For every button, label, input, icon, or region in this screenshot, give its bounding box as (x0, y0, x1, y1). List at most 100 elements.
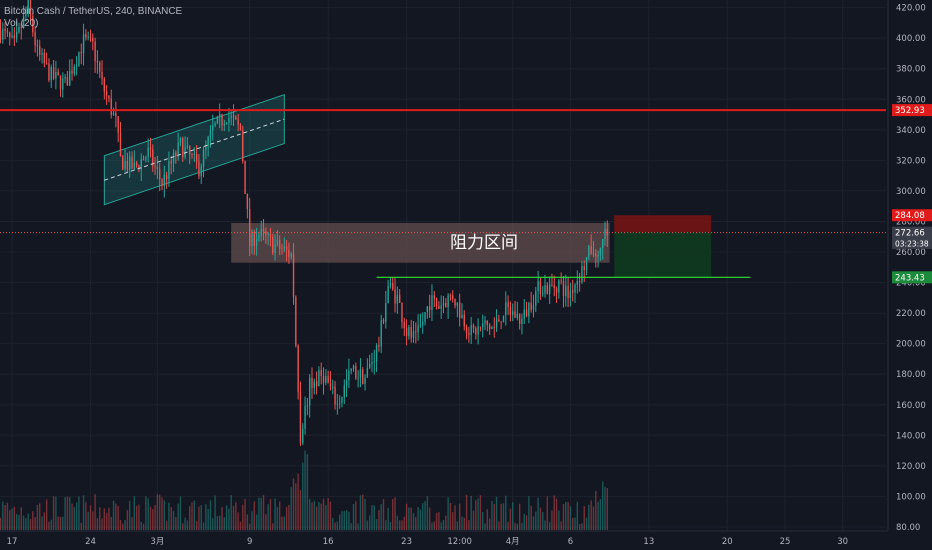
volume-bar (101, 518, 103, 530)
candle-body (539, 280, 542, 294)
volume-bar (260, 497, 262, 530)
candle-body (560, 280, 562, 282)
volume-bar (96, 518, 99, 530)
volume-bar (491, 500, 493, 530)
candle-body (387, 286, 389, 304)
volume-bar (274, 498, 276, 530)
volume-bar (0, 517, 2, 530)
time-tick-label: 9 (247, 537, 252, 547)
volume-bar (92, 511, 94, 530)
volume-bar (551, 510, 553, 530)
symbol-title[interactable]: Bitcoin Cash / TetherUS, 240, BINANCE (4, 6, 183, 17)
volume-bar (22, 515, 25, 530)
candle-body (43, 53, 46, 64)
candle-body (202, 149, 205, 167)
volume-bar (336, 521, 339, 530)
volume-indicator-label[interactable]: Vol (20) (4, 18, 39, 29)
volume-bar (9, 509, 11, 530)
candle-body (82, 34, 85, 54)
candle-body (22, 16, 25, 29)
candle-body (438, 305, 440, 309)
candle-body (89, 36, 92, 38)
volume-bar (170, 507, 172, 530)
volume-bar (248, 523, 251, 530)
volume-bar (2, 501, 4, 530)
candle-body (75, 65, 78, 67)
candle-body (283, 246, 285, 249)
price-tag-bg (892, 209, 932, 222)
volume-bar (419, 509, 422, 530)
candle-body (36, 45, 39, 47)
volume-bar (410, 507, 412, 530)
drawing-lines (0, 109, 886, 278)
volume-bar (322, 498, 325, 530)
candle-body (592, 252, 595, 254)
candle-body (516, 313, 519, 318)
candle-body (71, 70, 73, 74)
candle-body (59, 75, 62, 90)
candle-body (142, 159, 145, 161)
candle-body (590, 245, 592, 253)
candle-body (133, 162, 136, 169)
candle-body (371, 362, 373, 364)
candle-body (548, 284, 551, 294)
price-tick-label: 420.00 (896, 4, 926, 14)
candle-body (426, 306, 429, 313)
volume-bar (82, 495, 85, 530)
volume-bar (426, 496, 429, 530)
candle-body (428, 306, 431, 310)
volume-bar (161, 497, 163, 530)
candle-body (535, 291, 537, 306)
candle-body (55, 71, 57, 79)
volume-bar (546, 496, 549, 530)
volume-bar (318, 501, 320, 530)
volume-bar (514, 522, 516, 530)
candle-body (465, 326, 468, 334)
candle-body (50, 67, 52, 81)
volume-bar (135, 505, 138, 530)
volume-bar (71, 503, 73, 530)
volume-bar (253, 501, 255, 530)
candle-body (119, 132, 122, 157)
volume-bar (13, 506, 16, 530)
volume-bar (325, 505, 327, 530)
channel-midline (104, 118, 285, 181)
volume-bar (338, 514, 341, 530)
candle-body (585, 257, 588, 271)
volume-bar (159, 494, 161, 530)
volume-bar (145, 496, 147, 530)
volume-bar (345, 510, 348, 530)
volume-bar (412, 513, 415, 530)
candle-body (265, 230, 267, 236)
candle-body (216, 116, 219, 124)
volume-bar (528, 496, 530, 530)
candle-body (251, 231, 253, 247)
volume-bar (80, 522, 82, 530)
volume-bar (152, 509, 154, 530)
candle-body (357, 377, 359, 379)
volume-bar (445, 515, 447, 530)
candle-body (495, 319, 498, 328)
candlesticks (0, 0, 609, 446)
candle-body (521, 318, 523, 325)
take-profit-zone (614, 232, 712, 278)
volume-bar (364, 498, 366, 530)
volume-bar (32, 511, 34, 530)
volume-bar (521, 522, 523, 530)
volume-bar (396, 515, 399, 530)
candle-body (57, 71, 59, 76)
candle-body (509, 307, 512, 315)
candle-body (401, 303, 403, 323)
volume-bar (195, 520, 198, 530)
volume-bar (216, 516, 219, 530)
volume-bar (50, 519, 52, 530)
volume-bar (4, 504, 6, 530)
candle-body (285, 246, 288, 250)
time-tick-label: 3月 (150, 537, 164, 547)
resistance-zone (231, 222, 610, 263)
volume-bar (424, 501, 426, 530)
volume-bar (290, 487, 292, 530)
price-tick-label: 240.00 (896, 279, 926, 289)
candle-body (484, 320, 486, 324)
